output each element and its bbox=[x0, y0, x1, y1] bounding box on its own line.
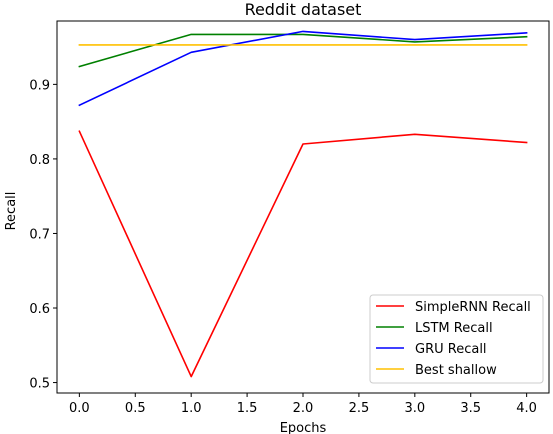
y-tick-label-3: 0.8 bbox=[29, 153, 50, 168]
series-layer bbox=[78, 30, 528, 378]
y-axis-title: Recall bbox=[4, 192, 19, 231]
x-tick-label-5: 2.5 bbox=[349, 401, 370, 416]
x-tick-label-7: 3.5 bbox=[460, 401, 481, 416]
legend: SimpleRNN Recall LSTM Recall GRU Recall Bes… bbox=[369, 294, 544, 384]
series-line-0 bbox=[78, 130, 528, 378]
legend-label-2: GRU Recall bbox=[415, 342, 487, 357]
legend-label-1: LSTM Recall bbox=[415, 321, 493, 336]
x-tick-label-3: 1.5 bbox=[237, 401, 258, 416]
series-line-2 bbox=[78, 30, 528, 107]
y-tick-label-4: 0.9 bbox=[29, 78, 50, 93]
y-tick-label-1: 0.6 bbox=[29, 302, 50, 317]
x-tick-label-6: 3.0 bbox=[404, 401, 425, 416]
y-tick-label-0: 0.5 bbox=[29, 377, 50, 392]
x-tick-label-1: 0.5 bbox=[125, 401, 146, 416]
axes-layer: 0.0 0.5 1.0 1.5 2.0 2.5 3.0 3.5 4.0 0.5 0.6 0.7 0.8 0… bbox=[29, 20, 550, 416]
y-tick-label-2: 0.7 bbox=[29, 227, 50, 242]
chart-title: Reddit dataset bbox=[245, 0, 362, 19]
x-tick-label-4: 2.0 bbox=[293, 401, 314, 416]
x-axis-title: Epochs bbox=[280, 421, 327, 434]
legend-box bbox=[369, 294, 544, 384]
x-tick-label-0: 0.0 bbox=[69, 401, 90, 416]
x-tick-label-8: 4.0 bbox=[516, 401, 537, 416]
x-tick-label-2: 1.0 bbox=[181, 401, 202, 416]
series-line-1 bbox=[78, 33, 528, 68]
legend-label-3: Best shallow bbox=[415, 363, 497, 378]
legend-label-0: SimpleRNN Recall bbox=[415, 300, 531, 315]
